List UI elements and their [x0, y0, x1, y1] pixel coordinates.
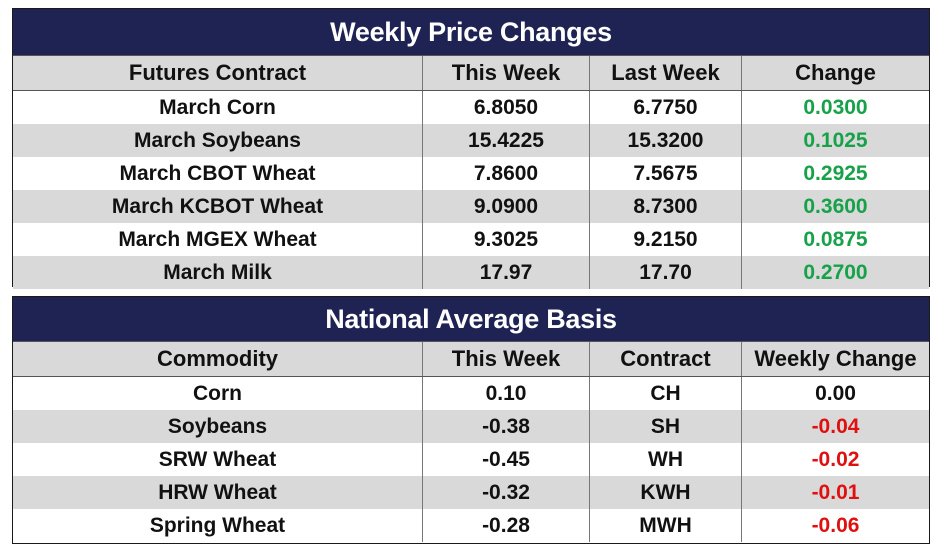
last-week-cell: 15.3200 — [590, 124, 742, 157]
commodity-cell: Soybeans — [13, 410, 423, 443]
last-week-cell: 6.7750 — [590, 91, 742, 124]
weekly-change-cell: -0.06 — [811, 513, 860, 537]
last-week-cell: 7.5675 — [590, 157, 742, 190]
this-week-cell: 0.10 — [423, 377, 590, 410]
this-week-cell: 17.97 — [423, 256, 590, 289]
this-week-cell: -0.28 — [423, 509, 590, 542]
contract-cell: SH — [590, 410, 742, 443]
weekly-header-row: Futures Contract This Week Last Week Cha… — [13, 55, 929, 91]
commodity-cell: Corn — [13, 377, 423, 410]
table-row: March Soybeans 15.4225 15.3200 0.1025 — [13, 124, 929, 157]
weekly-price-changes-table: Weekly Price Changes Futures Contract Th… — [12, 8, 930, 289]
change-cell: 0.1025 — [803, 128, 868, 152]
contract-cell: MWH — [590, 509, 742, 542]
header-change: Change — [795, 60, 876, 85]
change-cell: 0.3600 — [803, 194, 868, 218]
contract-cell: March CBOT Wheat — [13, 157, 423, 190]
weekly-change-cell: -0.02 — [811, 447, 860, 471]
header-this-week: This Week — [423, 56, 590, 90]
table-row: SRW Wheat -0.45 WH -0.02 — [13, 443, 929, 476]
contract-cell: March Soybeans — [13, 124, 423, 157]
this-week-cell: 9.0900 — [423, 190, 590, 223]
national-average-basis-table: National Average Basis Commodity This We… — [12, 296, 930, 544]
header-contract: Contract — [590, 342, 742, 376]
change-cell: 0.0875 — [803, 227, 868, 251]
contract-cell: March Corn — [13, 91, 423, 124]
commodity-cell: Spring Wheat — [13, 509, 423, 542]
change-cell: 0.0300 — [803, 95, 868, 119]
table-row: March CBOT Wheat 7.8600 7.5675 0.2925 — [13, 157, 929, 190]
this-week-cell: -0.45 — [423, 443, 590, 476]
contract-cell: CH — [590, 377, 742, 410]
weekly-change-cell: 0.00 — [815, 381, 856, 405]
table-row: Soybeans -0.38 SH -0.04 — [13, 410, 929, 443]
table-row: March Corn 6.8050 6.7750 0.0300 — [13, 91, 929, 124]
this-week-cell: 9.3025 — [423, 223, 590, 256]
contract-cell: March MGEX Wheat — [13, 223, 423, 256]
table-row: Corn 0.10 CH 0.00 — [13, 377, 929, 410]
last-week-cell: 8.7300 — [590, 190, 742, 223]
contract-cell: KWH — [590, 476, 742, 509]
national-average-basis-title: National Average Basis — [13, 297, 929, 341]
weekly-price-changes-title: Weekly Price Changes — [13, 9, 929, 55]
commodity-cell: HRW Wheat — [13, 476, 423, 509]
this-week-cell: 6.8050 — [423, 91, 590, 124]
table-row: March MGEX Wheat 9.3025 9.2150 0.0875 — [13, 223, 929, 256]
commodity-cell: SRW Wheat — [13, 443, 423, 476]
change-cell: 0.2925 — [803, 161, 868, 185]
header-weekly-change: Weekly Change — [754, 346, 917, 371]
contract-cell: WH — [590, 443, 742, 476]
this-week-cell: -0.32 — [423, 476, 590, 509]
this-week-cell: -0.38 — [423, 410, 590, 443]
table-row: Spring Wheat -0.28 MWH -0.06 — [13, 509, 929, 542]
table-row: March Milk 17.97 17.70 0.2700 — [13, 256, 929, 289]
last-week-cell: 9.2150 — [590, 223, 742, 256]
header-this-week: This Week — [423, 342, 590, 376]
weekly-change-cell: -0.04 — [811, 414, 860, 438]
change-cell: 0.2700 — [803, 260, 868, 284]
header-last-week: Last Week — [590, 56, 742, 90]
contract-cell: March Milk — [13, 256, 423, 289]
last-week-cell: 17.70 — [590, 256, 742, 289]
basis-header-row: Commodity This Week Contract Weekly Chan… — [13, 341, 929, 377]
this-week-cell: 7.8600 — [423, 157, 590, 190]
header-futures-contract: Futures Contract — [13, 56, 423, 90]
table-row: March KCBOT Wheat 9.0900 8.7300 0.3600 — [13, 190, 929, 223]
weekly-change-cell: -0.01 — [811, 480, 860, 504]
this-week-cell: 15.4225 — [423, 124, 590, 157]
table-row: HRW Wheat -0.32 KWH -0.01 — [13, 476, 929, 509]
contract-cell: March KCBOT Wheat — [13, 190, 423, 223]
header-commodity: Commodity — [13, 342, 423, 376]
